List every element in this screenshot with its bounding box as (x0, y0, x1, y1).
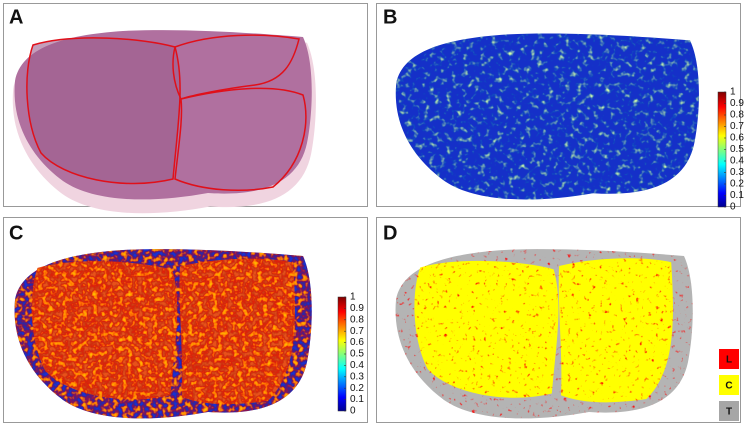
legend-swatch (719, 401, 739, 421)
panel-a: A (3, 3, 368, 214)
panel-label: D (383, 222, 397, 244)
colorbar-tick-label: 0.4 (350, 360, 364, 371)
colorbar-tick-label: 0.6 (730, 133, 744, 144)
colorbar-tick-label: 0 (350, 406, 356, 417)
legend-label: L (726, 355, 732, 366)
colorbar-tick-label: 0.9 (350, 303, 364, 314)
panel-c: C 00.10.20.30.40.50.60.70.80.91 (3, 217, 368, 423)
panel-b: B 00.10.20.30.40.50.60.70.80.91 (376, 3, 744, 213)
legend-label: C (725, 381, 732, 392)
colorbar-tick-label: 0.6 (350, 337, 364, 348)
panel-label: A (9, 6, 23, 28)
colorbar-tick-label: 0.5 (730, 144, 744, 155)
colorbar-tick-label: 0.5 (350, 349, 364, 360)
colorbar-tick-label: 1 (350, 292, 356, 303)
colorbar-tick-label: 0.4 (730, 156, 744, 167)
colorbar-tick-label: 0.1 (350, 394, 364, 405)
colorbar-tick-label: 0.7 (350, 326, 364, 337)
panel-d: D L C T (376, 217, 741, 423)
legend-label: T (726, 407, 732, 418)
colorbar-tick-label: 0.3 (350, 371, 364, 382)
colorbar-tick-label: 0.2 (350, 383, 364, 394)
panel-label: C (9, 222, 23, 244)
colorbar-tick-label: 0.3 (730, 167, 744, 178)
colorbar-tick-label: 0.7 (730, 121, 744, 132)
legend-swatch (719, 375, 739, 395)
legend-swatch (719, 349, 739, 369)
colorbar-tick-label: 0.2 (730, 179, 744, 190)
colorbar-tick-label: 0.1 (730, 190, 744, 201)
colorbar-tick-label: 0.8 (350, 314, 364, 325)
panel-label: B (383, 6, 397, 28)
colorbar-tick-label: 0.8 (730, 110, 744, 121)
colorbar-tick-label: 0 (730, 202, 736, 213)
colorbar-tick-label: 1 (730, 87, 736, 98)
colorbar-tick-label: 0.9 (730, 98, 744, 109)
